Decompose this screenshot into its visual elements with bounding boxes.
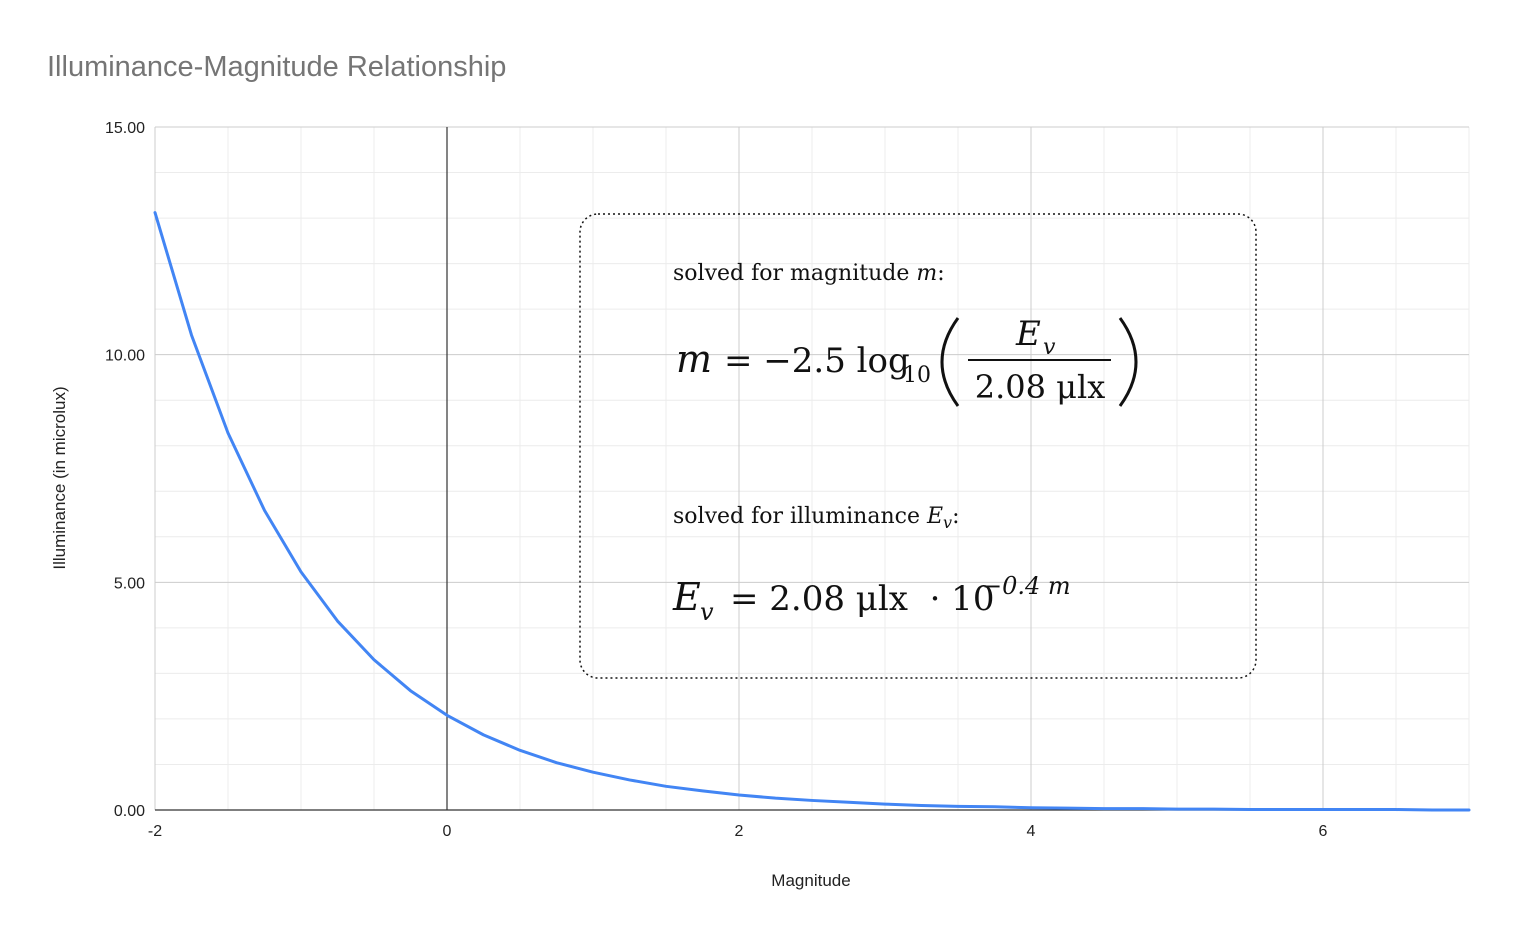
equation-2-exponent: −0.4 m xyxy=(982,572,1071,600)
equation-1-lhs: m xyxy=(676,337,712,381)
annotation-line-1: solved for magnitude m: xyxy=(673,261,945,286)
annotation-box xyxy=(579,213,1257,679)
annotation-line-1-var: m xyxy=(916,261,937,286)
y-tick-label: 10.00 xyxy=(105,348,145,365)
equation-1-numerator-subscript: v xyxy=(1043,335,1056,360)
equation-2-lhs: E xyxy=(672,575,701,619)
annotation-line-2-end: : xyxy=(952,504,959,529)
equation-1-numerator: E xyxy=(1015,314,1041,354)
annotation-line-2-var-subscript: v xyxy=(943,513,952,532)
y-tick-label: 5.00 xyxy=(114,575,145,592)
x-tick-label: 6 xyxy=(1319,823,1328,840)
annotation-line-1-end: : xyxy=(937,261,944,286)
x-tick-label: 2 xyxy=(735,823,744,840)
equation-1-right-paren xyxy=(1118,317,1138,407)
equation-1-log-subscript: 10 xyxy=(903,363,931,388)
chart-title: Illuminance-Magnitude Relationship xyxy=(47,51,506,83)
minor-grid xyxy=(155,127,1470,810)
formula-annotation: solved for magnitude m: m = −2.5 log 10 … xyxy=(579,213,1257,679)
equation-2-rhs: = 2.08 μlx · 10 xyxy=(730,579,994,619)
x-tick-label: -2 xyxy=(148,823,162,840)
series-line-0 xyxy=(153,211,1471,812)
annotation-line-1-text: solved for magnitude xyxy=(673,261,916,286)
equation-1-denominator: 2.08 μlx xyxy=(975,368,1106,406)
major-grid xyxy=(154,126,1469,810)
y-tick-labels: 0.00 5.00 10.00 15.00 xyxy=(105,120,145,820)
annotation-line-2-var: E xyxy=(926,504,943,529)
x-tick-labels: -2 0 2 4 6 xyxy=(148,823,1328,840)
y-tick-label: 0.00 xyxy=(114,803,145,820)
x-axis-title: Magnitude xyxy=(771,871,850,890)
y-axis-title: Illuminance (in microlux) xyxy=(50,386,69,569)
annotation-line-2-text: solved for illuminance xyxy=(673,504,927,529)
equation-1-rhs: = −2.5 log xyxy=(724,341,910,381)
equation-2-lhs-subscript: v xyxy=(700,598,714,626)
series-layer xyxy=(153,211,1471,812)
y-tick-label: 15.00 xyxy=(105,120,145,137)
equation-1-left-paren xyxy=(940,317,960,407)
x-tick-label: 0 xyxy=(443,823,452,840)
x-tick-label: 4 xyxy=(1027,823,1036,840)
annotation-line-2: solved for illuminance Ev: xyxy=(673,504,960,532)
